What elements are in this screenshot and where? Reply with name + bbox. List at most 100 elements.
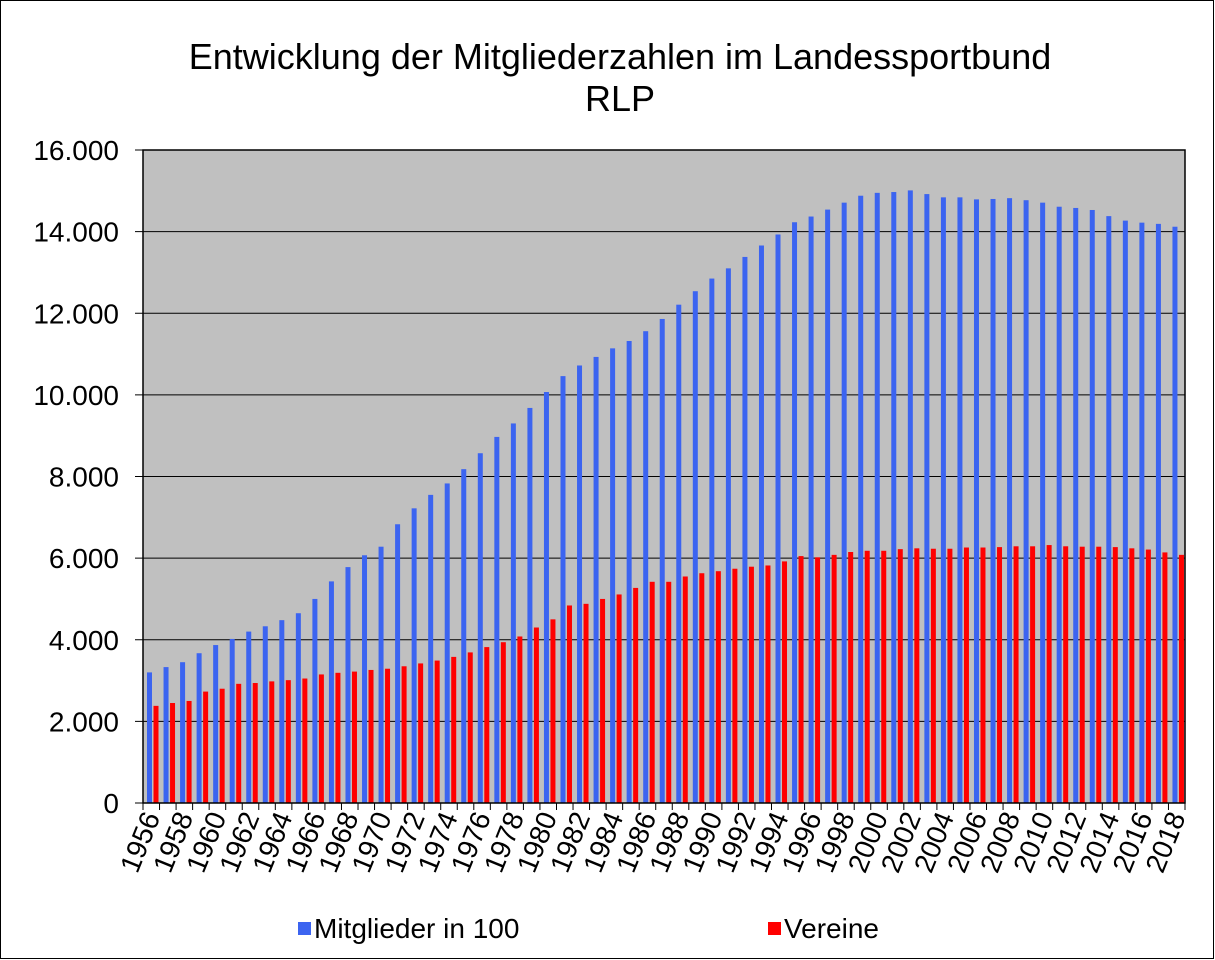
bar [1096, 546, 1102, 803]
bar [246, 631, 252, 803]
bar [848, 552, 854, 803]
bar [1030, 546, 1036, 803]
bar [236, 683, 242, 803]
bar [494, 436, 500, 803]
y-tick-label: 2.000 [49, 706, 119, 737]
bar [626, 341, 632, 803]
bar [864, 550, 870, 803]
bar [163, 667, 169, 803]
bar [643, 331, 649, 803]
bar [758, 245, 764, 804]
bar [401, 666, 407, 803]
bar [428, 494, 434, 803]
bar [1007, 198, 1013, 803]
bar [418, 663, 424, 803]
bar [808, 216, 814, 804]
bar [659, 318, 665, 803]
bar [914, 548, 920, 803]
bar [1046, 545, 1052, 803]
y-tick-label: 12.000 [33, 298, 119, 329]
bar [467, 652, 473, 803]
bar [345, 567, 351, 803]
bar [676, 304, 682, 803]
bar [368, 669, 374, 803]
bar [434, 660, 440, 803]
bar [533, 627, 539, 803]
bar [477, 453, 483, 803]
bar [147, 672, 152, 803]
bar [874, 192, 880, 803]
bar [550, 619, 556, 803]
bar [279, 620, 285, 803]
bar [351, 671, 357, 803]
bar [891, 192, 897, 804]
bar [963, 547, 969, 803]
bar [196, 653, 202, 803]
bar [484, 647, 490, 803]
bar [302, 678, 308, 803]
bar [385, 668, 391, 803]
bar [1013, 546, 1019, 803]
bar [924, 194, 930, 803]
y-tick-label: 6.000 [49, 543, 119, 574]
bar [940, 197, 946, 803]
bar [593, 356, 599, 803]
bar [378, 546, 384, 803]
bar [980, 547, 986, 803]
bar [328, 581, 334, 803]
bar [732, 568, 738, 803]
bar [213, 645, 219, 803]
bar [543, 392, 549, 803]
legend-label: Mitglieder in 100 [314, 913, 519, 944]
bar [180, 662, 186, 803]
bar [1040, 202, 1046, 803]
bar [858, 195, 864, 803]
y-tick-label: 8.000 [49, 462, 119, 493]
bar [411, 508, 417, 803]
bar [269, 681, 275, 803]
bar [1063, 546, 1069, 803]
bar [715, 571, 721, 803]
bar [815, 557, 821, 803]
y-tick-label: 14.000 [33, 217, 119, 248]
bar [285, 680, 291, 803]
bar [1172, 226, 1178, 804]
bar [560, 376, 566, 803]
y-tick-label: 4.000 [49, 625, 119, 656]
bar [1023, 200, 1029, 804]
bar [395, 524, 401, 803]
bar [742, 256, 748, 804]
bar [699, 573, 705, 803]
plot-border [142, 149, 1186, 804]
bar [262, 626, 268, 803]
bar [566, 605, 572, 803]
bar [153, 705, 159, 803]
bar [973, 199, 979, 803]
y-tick-label: 10.000 [33, 380, 119, 411]
y-tick-label: 0 [103, 788, 119, 819]
bar [517, 636, 523, 803]
bar [1079, 546, 1085, 803]
bar [990, 198, 996, 804]
bar [997, 547, 1003, 803]
bar [748, 566, 754, 803]
bar [1056, 206, 1062, 803]
bar [1145, 549, 1151, 803]
legend-swatch [298, 922, 311, 935]
bar [798, 556, 804, 803]
bar [295, 613, 301, 803]
bar [1129, 548, 1135, 803]
bar [318, 674, 324, 803]
bar [692, 291, 698, 803]
bar [897, 549, 903, 803]
bar [170, 703, 176, 803]
bar [577, 365, 583, 803]
bar [362, 555, 368, 803]
bar [444, 483, 450, 803]
bar [1162, 552, 1168, 803]
bar [666, 581, 672, 803]
bar [782, 561, 788, 803]
y-tick-label: 16.000 [33, 135, 119, 166]
